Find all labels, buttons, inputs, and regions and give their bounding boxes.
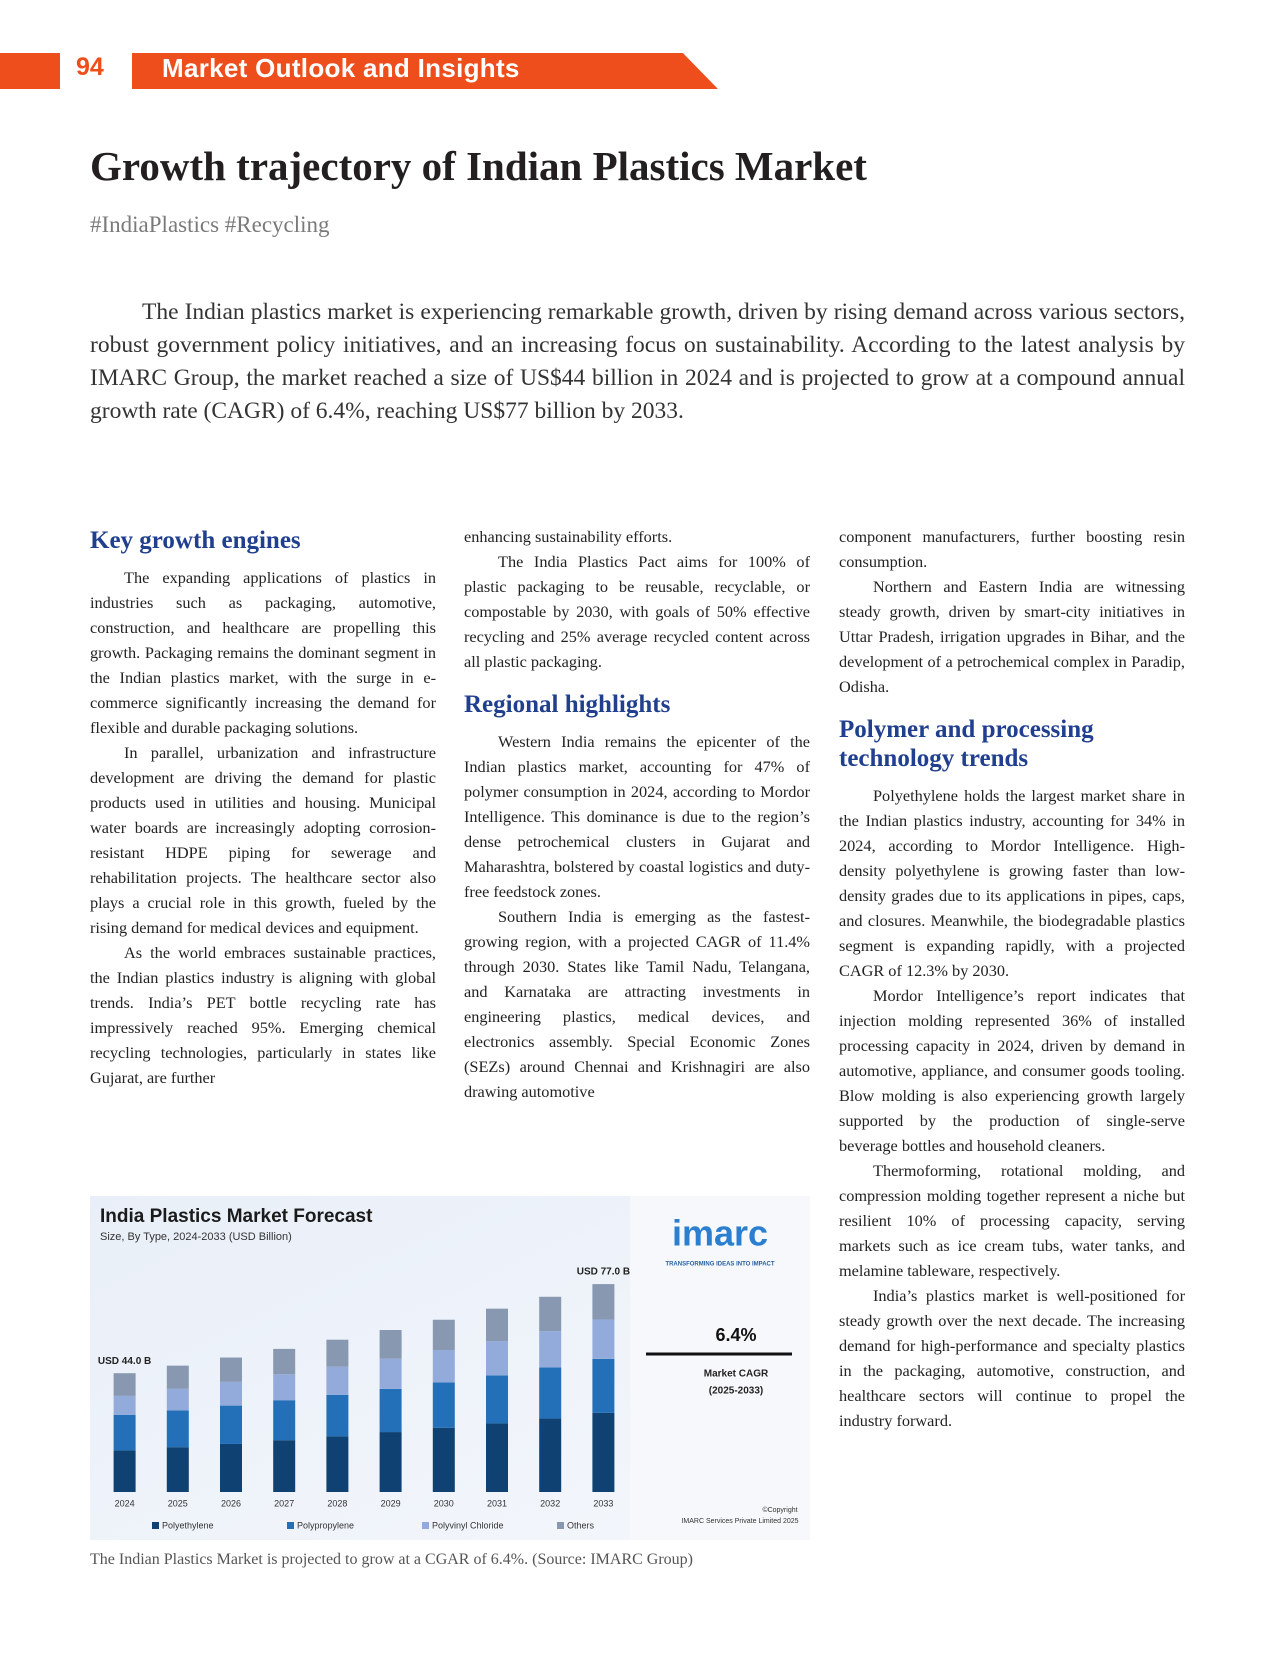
- bar-segment: [273, 1348, 296, 1375]
- bar-segment: [326, 1394, 349, 1437]
- bar-segment: [273, 1440, 296, 1492]
- figure-caption: The Indian Plastics Market is projected …: [90, 1551, 693, 1568]
- bar-segment: [220, 1357, 242, 1382]
- paragraph: enhancing sustainability efforts.: [464, 527, 673, 546]
- bar-segment: [379, 1330, 402, 1359]
- bar-segment: [166, 1447, 189, 1492]
- bar-segment: [486, 1341, 508, 1376]
- paragraph: In parallel, urbanization and infrastruc…: [90, 743, 436, 937]
- paragraph: The expanding applications of plastics i…: [90, 568, 436, 737]
- copyright: ©Copyright: [762, 1506, 797, 1514]
- copyright: IMARC Services Private Limited 2025: [681, 1518, 798, 1525]
- total-label: USD 77.0 B: [577, 1267, 630, 1278]
- x-tick-label: 2029: [381, 1498, 401, 1508]
- bar-segment: [113, 1373, 136, 1396]
- bar-segment: [592, 1284, 615, 1320]
- callout-label: Market CAGR: [704, 1369, 769, 1380]
- x-tick-label: 2024: [115, 1498, 135, 1508]
- bar-segment: [432, 1382, 455, 1428]
- legend-label: Polyvinyl Chloride: [432, 1520, 504, 1530]
- paragraph: component manufacturers, further boostin…: [839, 527, 1185, 571]
- chart: India Plastics Market Forecast Size, By …: [90, 1196, 810, 1540]
- bar-segment: [379, 1388, 402, 1433]
- bar-segment: [113, 1395, 136, 1415]
- x-tick-label: 2030: [434, 1498, 454, 1508]
- chart-title: India Plastics Market Forecast: [100, 1206, 373, 1227]
- bar-segment: [592, 1358, 615, 1413]
- page-number: 94: [76, 53, 104, 81]
- bar-segment: [326, 1436, 349, 1492]
- bar-segment: [113, 1414, 136, 1451]
- paragraph: Thermoforming, rotational molding, and c…: [839, 1161, 1185, 1280]
- column: Key growth engines The expanding applicat…: [90, 526, 436, 1090]
- bar-segment: [220, 1405, 242, 1444]
- legend-swatch: [557, 1522, 564, 1529]
- legend-swatch: [152, 1522, 159, 1529]
- callout-period: (2025-2033): [709, 1386, 763, 1397]
- paragraph: Southern India is emerging as the fastes…: [464, 907, 810, 1101]
- callout-value: 6.4%: [715, 1325, 756, 1345]
- bar-segment: [379, 1432, 402, 1492]
- paragraph: Western India remains the epicenter of t…: [464, 732, 810, 901]
- brand: imarc: [672, 1213, 768, 1254]
- bar-segment: [432, 1349, 455, 1383]
- column: enhancing sustainability efforts. The Ind…: [464, 524, 810, 1104]
- bar-segment: [273, 1374, 296, 1401]
- article-title: Growth trajectory of Indian Plastics Mar…: [90, 143, 867, 189]
- bar-segment: [432, 1319, 455, 1350]
- paragraph: As the world embraces sustainable practi…: [90, 943, 436, 1087]
- bar-segment: [486, 1308, 508, 1342]
- section-heading: Polymer and processing technology trends: [839, 716, 1094, 772]
- bar-segment: [273, 1400, 296, 1441]
- x-tick-label: 2031: [487, 1498, 507, 1508]
- bar-segment: [113, 1450, 136, 1492]
- paragraph: Northern and Eastern India are witnessin…: [839, 577, 1185, 696]
- x-tick-label: 2027: [274, 1498, 294, 1508]
- paragraph: Polyethylene holds the largest market sh…: [839, 786, 1185, 980]
- section-heading: Regional highlights: [464, 691, 671, 718]
- bar-segment: [486, 1423, 508, 1492]
- header-tab: [0, 53, 60, 89]
- total-label: USD 44.0 B: [98, 1356, 151, 1367]
- x-tick-label: 2026: [221, 1498, 241, 1508]
- bar-segment: [166, 1410, 189, 1448]
- bar-segment: [539, 1331, 562, 1368]
- intro: The Indian plastics market is experienci…: [90, 299, 1185, 424]
- bar-segment: [539, 1367, 562, 1419]
- bar-segment: [592, 1319, 615, 1359]
- column: component manufacturers, further boostin…: [839, 524, 1185, 1433]
- chart-subtitle: Size, By Type, 2024-2033 (USD Billion): [100, 1231, 292, 1243]
- legend-swatch: [287, 1522, 294, 1529]
- bar-segment: [326, 1366, 349, 1395]
- legend-label: Polyethylene: [162, 1520, 214, 1530]
- header-banner: [132, 53, 718, 89]
- bar-segment: [486, 1375, 508, 1424]
- tags: #IndiaPlastics #Recycling: [90, 212, 330, 237]
- legend-swatch: [422, 1522, 429, 1529]
- legend-label: Polypropylene: [297, 1520, 354, 1530]
- x-tick-label: 2033: [593, 1498, 613, 1508]
- paragraph: The India Plastics Pact aims for 100% of…: [464, 552, 810, 671]
- bar-segment: [539, 1418, 562, 1492]
- bar-segment: [220, 1443, 242, 1492]
- bar-segment: [432, 1427, 455, 1492]
- section-title: Market Outlook and Insights: [162, 53, 520, 83]
- paragraph: India’s plastics market is well-position…: [839, 1286, 1185, 1430]
- legend-label: Others: [567, 1520, 595, 1530]
- section-heading: Key growth engines: [90, 527, 301, 554]
- x-tick-label: 2028: [327, 1498, 347, 1508]
- bar-segment: [379, 1358, 402, 1389]
- brand-tagline: TRANSFORMING IDEAS INTO IMPACT: [665, 1262, 774, 1268]
- side-panel: [630, 1196, 810, 1540]
- bar-segment: [539, 1296, 562, 1332]
- x-tick-label: 2032: [540, 1498, 560, 1508]
- bar-segment: [592, 1412, 615, 1492]
- paragraph: Mordor Intelligence’s report indicates t…: [839, 986, 1185, 1155]
- x-tick-label: 2025: [168, 1498, 188, 1508]
- bar-segment: [166, 1388, 189, 1411]
- bar-segment: [220, 1381, 242, 1406]
- bar-segment: [326, 1339, 349, 1367]
- bar-segment: [166, 1365, 189, 1389]
